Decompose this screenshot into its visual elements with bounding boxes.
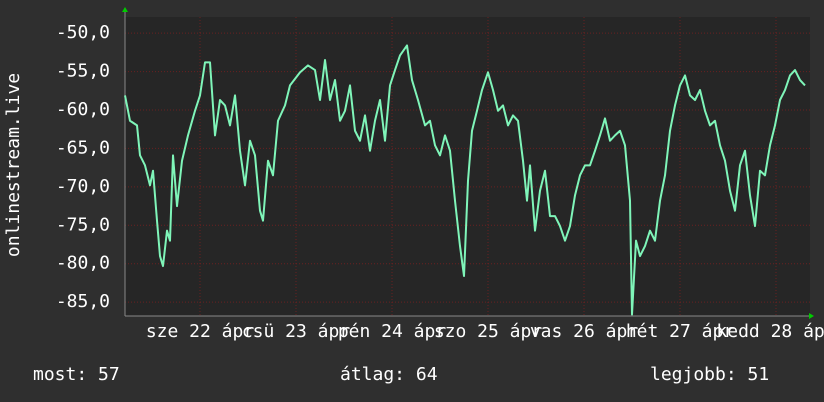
x-tick-label: hét 27 ápr (626, 321, 735, 342)
x-tick-label: pén 24 ápr (338, 321, 447, 342)
legend-item: legjobb: 51 (650, 364, 769, 385)
y-tick-label: -80,0 (56, 253, 110, 274)
y-tick-label: -75,0 (56, 214, 110, 235)
x-tick-label: vas 26 ápr (530, 321, 639, 342)
y-tick-label: -65,0 (56, 137, 110, 158)
x-tick-label: kedd 28 ápr (716, 321, 824, 342)
plot-area (125, 17, 810, 316)
y-tick-label: -85,0 (56, 291, 110, 312)
axis-arrow (809, 313, 814, 319)
y-tick-label: -50,0 (56, 22, 110, 43)
y-axis-label: onlinestream.live (3, 73, 24, 257)
axis-arrow (122, 7, 128, 12)
x-tick-label: szo 25 ápr (434, 321, 543, 342)
legend-item: most: 57 (33, 364, 120, 385)
x-tick-label: csü 23 ápr (242, 321, 351, 342)
y-tick-label: -70,0 (56, 176, 110, 197)
y-tick-label: -55,0 (56, 61, 110, 82)
legend-item: átlag: 64 (340, 364, 438, 385)
y-tick-label: -60,0 (56, 99, 110, 120)
x-tick-label: sze 22 ápr (146, 321, 255, 342)
data-line (124, 44, 806, 316)
